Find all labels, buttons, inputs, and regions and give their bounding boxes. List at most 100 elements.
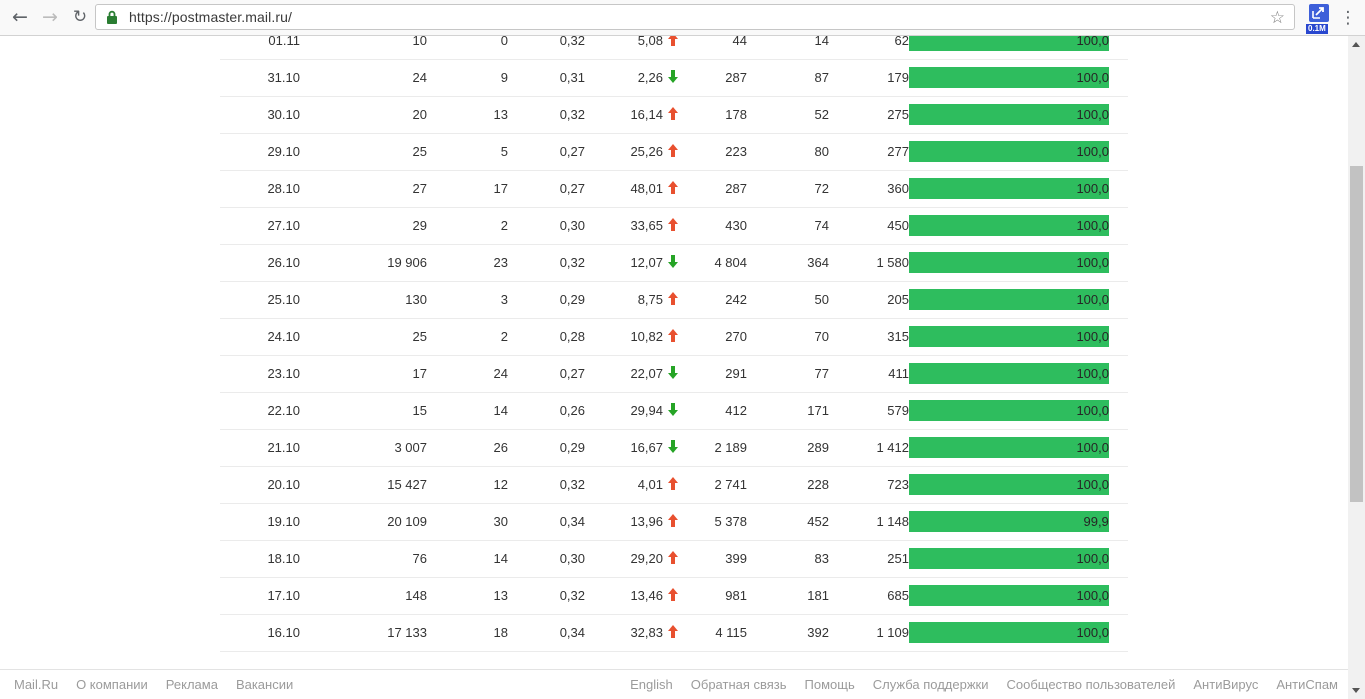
num-cell: 360 [829,170,909,208]
footer-link[interactable]: Mail.Ru [14,677,59,692]
scrollbar-thumb[interactable] [1350,166,1363,502]
trend-down-icon [668,403,678,416]
num-cell: 0,29 [508,281,585,319]
num-cell: 14 [747,36,829,60]
bar-cell: 100,0 [909,392,1128,430]
delta-value: 29,20 [630,551,663,566]
date-cell: 23.10 [220,355,300,393]
num-cell: 12 [427,466,508,504]
progress-bar: 100,0 [909,548,1109,569]
num-cell: 23 [427,244,508,282]
delta-value: 13,46 [630,588,663,603]
delta-cell: 2,26 [585,59,678,97]
delta-cell: 16,14 [585,96,678,134]
num-cell: 26 [427,429,508,467]
num-cell: 0,30 [508,540,585,578]
bar-cell: 100,0 [909,244,1128,282]
num-cell: 270 [678,318,747,356]
date-cell: 24.10 [220,318,300,356]
table-row: 19.10 20 109 30 0,34 13,96 5 378 452 1 148 99,9 [220,503,1128,541]
progress-bar: 100,0 [909,437,1109,458]
num-cell: 24 [300,59,427,97]
num-cell: 0,34 [508,503,585,541]
num-cell: 83 [747,540,829,578]
trend-up-icon [668,144,678,157]
num-cell: 13 [427,96,508,134]
scroll-up-icon[interactable] [1352,42,1360,47]
delta-cell: 12,07 [585,244,678,282]
footer-link[interactable]: О компании [76,677,148,692]
num-cell: 228 [747,466,829,504]
delta-value: 29,94 [630,403,663,418]
num-cell: 1 148 [829,503,909,541]
stats-table-wrap: 01.11 10 0 0,32 5,08 44 14 62 100,0 31.10 24 9 0,31 2… [220,36,1128,652]
footer-link[interactable]: АнтиСпам [1276,677,1338,692]
delta-value: 10,82 [630,329,663,344]
date-cell: 27.10 [220,207,300,245]
trend-up-icon [668,625,678,638]
trend-down-icon [668,440,678,453]
extension-button[interactable]: 0.1M [1306,4,1333,34]
bar-cell: 100,0 [909,133,1128,171]
footer-link[interactable]: English [630,677,673,692]
footer: Mail.Ru О компании Реклама Вакансии English… [0,669,1348,699]
delta-value: 8,75 [637,292,663,307]
num-cell: 0,32 [508,466,585,504]
num-cell: 723 [829,466,909,504]
num-cell: 87 [747,59,829,97]
table-row: 25.10 130 3 0,29 8,75 242 50 205 100,0 [220,281,1128,319]
num-cell: 0,32 [508,577,585,615]
num-cell: 5 [427,133,508,171]
footer-link[interactable]: Служба поддержки [872,677,989,692]
bookmark-star-icon[interactable]: ☆ [1269,8,1285,28]
delta-cell: 29,20 [585,540,678,578]
footer-link[interactable]: Сообщество пользователей [1006,677,1176,692]
num-cell: 29 [300,207,427,245]
trend-down-icon [668,70,678,83]
num-cell: 44 [678,36,747,60]
lock-icon[interactable] [106,10,118,25]
scroll-down-icon[interactable] [1352,688,1360,693]
date-cell: 29.10 [220,133,300,171]
footer-link[interactable]: АнтиВирус [1193,677,1259,692]
table-body: 01.11 10 0 0,32 5,08 44 14 62 100,0 31.10 24 9 0,31 2… [220,36,1128,652]
back-icon[interactable]: ← [12,6,28,28]
footer-link[interactable]: Обратная связь [690,677,787,692]
table-row: 23.10 17 24 0,27 22,07 291 77 411 100,0 [220,355,1128,393]
num-cell: 20 [300,96,427,134]
refresh-icon[interactable]: ↻ [72,7,88,27]
num-cell: 25 [300,133,427,171]
num-cell: 15 427 [300,466,427,504]
bar-cell: 100,0 [909,318,1128,356]
trend-up-icon [668,588,678,601]
num-cell: 0,26 [508,392,585,430]
delta-value: 2,26 [637,70,663,85]
num-cell: 223 [678,133,747,171]
num-cell: 0,32 [508,36,585,60]
num-cell: 52 [747,96,829,134]
footer-link[interactable]: Вакансии [235,677,294,692]
trend-up-icon [668,329,678,342]
num-cell: 685 [829,577,909,615]
num-cell: 412 [678,392,747,430]
delta-value: 33,65 [630,218,663,233]
browser-menu-icon[interactable]: ⋮ [1339,8,1357,28]
footer-link[interactable]: Помощь [804,677,855,692]
scrollbar[interactable] [1348,36,1365,699]
date-cell: 22.10 [220,392,300,430]
progress-bar: 100,0 [909,178,1109,199]
date-cell: 28.10 [220,170,300,208]
progress-bar: 100,0 [909,585,1109,606]
forward-icon: → [42,6,58,28]
delta-cell: 25,26 [585,133,678,171]
num-cell: 72 [747,170,829,208]
bar-cell: 100,0 [909,59,1128,97]
footer-link[interactable]: Реклама [165,677,218,692]
progress-bar: 99,9 [909,511,1109,532]
num-cell: 2 [427,207,508,245]
address-bar[interactable]: https://postmaster.mail.ru/ ☆ [95,4,1295,30]
num-cell: 0,27 [508,355,585,393]
delta-value: 12,07 [630,255,663,270]
table-row: 18.10 76 14 0,30 29,20 399 83 251 100,0 [220,540,1128,578]
num-cell: 2 189 [678,429,747,467]
